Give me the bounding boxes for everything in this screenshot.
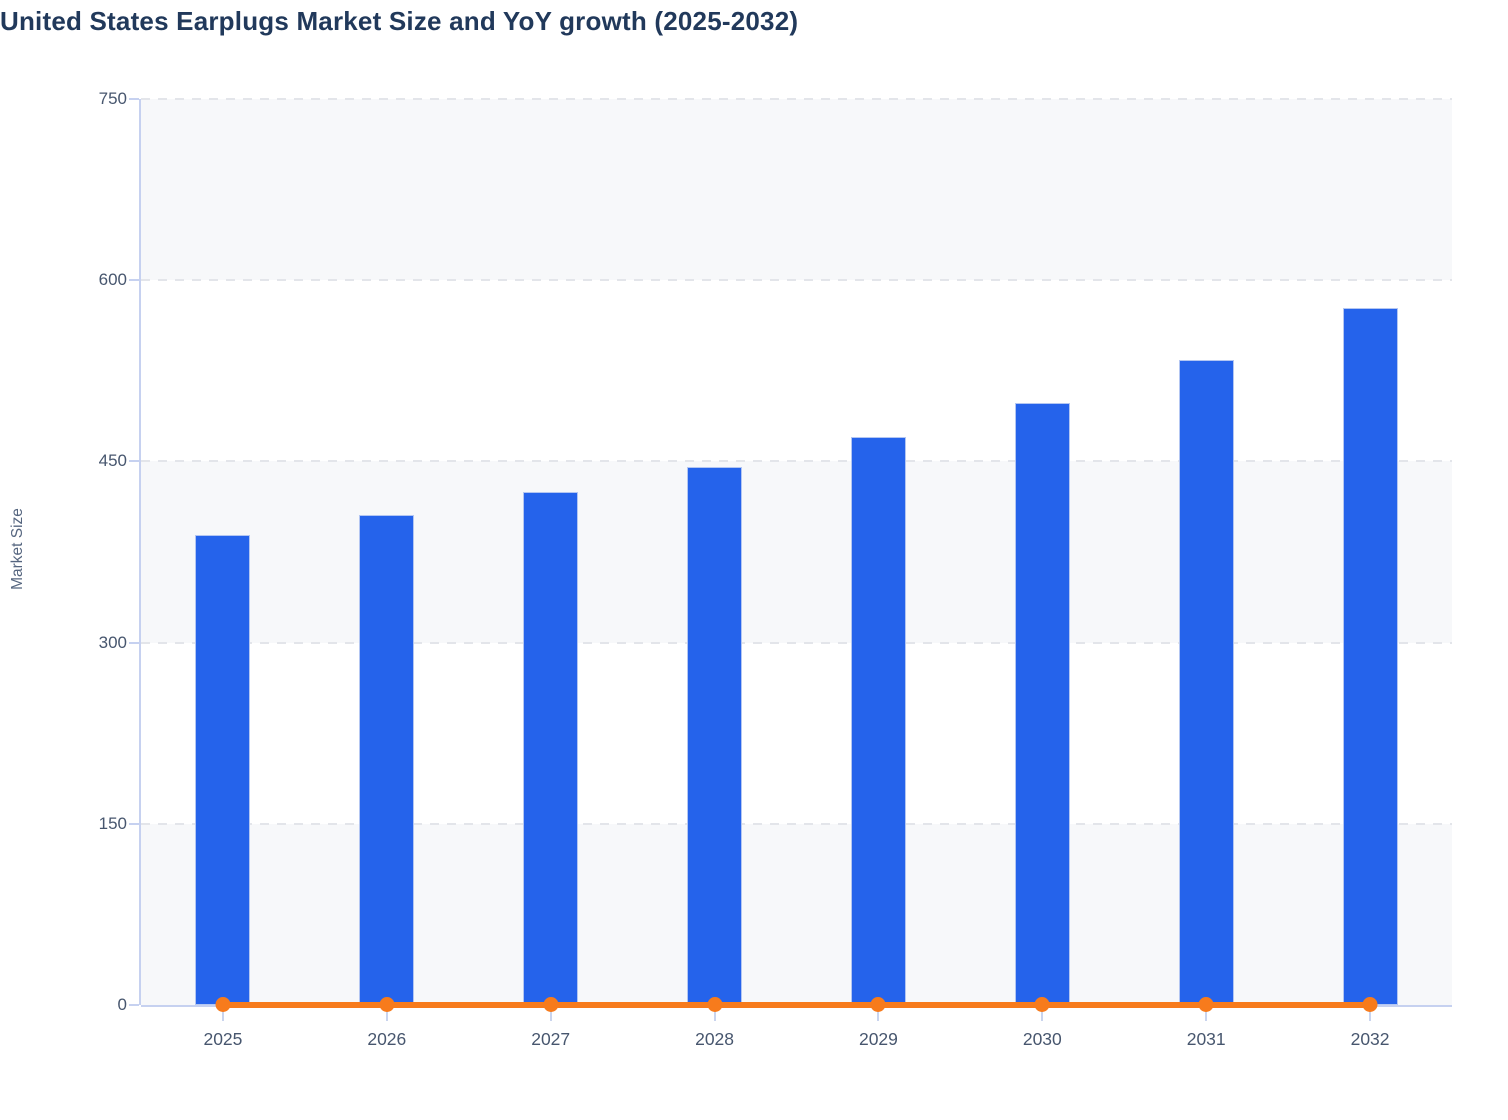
- y-axis-tick: [129, 98, 139, 100]
- plot-band: [141, 823, 1452, 1005]
- bar-2026[interactable]: [359, 514, 415, 1005]
- y-axis-line: [139, 99, 141, 1005]
- x-axis-tick: [713, 1008, 716, 1021]
- gridline-600: [141, 279, 1452, 282]
- yoy-marker-2030[interactable]: [1034, 997, 1050, 1012]
- y-tick-label-300: 300: [98, 632, 127, 652]
- x-axis-tick: [385, 1008, 388, 1021]
- bar-2032[interactable]: [1342, 307, 1398, 1005]
- plot-band: [141, 280, 1452, 462]
- plot-band: [141, 99, 1452, 281]
- plot-band: [141, 461, 1452, 643]
- x-tick-label-2031: 2031: [1186, 1029, 1226, 1049]
- y-tick-label-450: 450: [98, 451, 127, 471]
- x-axis-tick: [221, 1008, 224, 1021]
- yoy-marker-2031[interactable]: [1198, 997, 1214, 1012]
- yoy-marker-2028[interactable]: [707, 997, 723, 1012]
- yoy-growth-line[interactable]: [222, 1002, 1371, 1008]
- gridline-150: [141, 822, 1452, 825]
- x-tick-label-2027: 2027: [531, 1029, 571, 1049]
- x-tick-label-2028: 2028: [695, 1029, 735, 1049]
- bar-2028[interactable]: [687, 467, 743, 1005]
- x-tick-label-2026: 2026: [367, 1029, 407, 1049]
- y-axis-tick: [129, 822, 139, 825]
- plot-band: [141, 642, 1452, 824]
- y-tick-label-150: 150: [98, 813, 127, 833]
- x-tick-label-2025: 2025: [203, 1029, 243, 1049]
- bar-2031[interactable]: [1178, 359, 1234, 1005]
- x-tick-label-2029: 2029: [858, 1029, 898, 1049]
- gridline-750: [141, 98, 1452, 100]
- y-tick-label-0: 0: [117, 995, 127, 1014]
- y-axis-tick: [129, 279, 139, 282]
- x-axis-tick: [1205, 1008, 1208, 1021]
- y-axis-tick: [129, 1004, 139, 1006]
- x-tick-label-2032: 2032: [1350, 1029, 1390, 1049]
- chart-title: United States Earplugs Market Size and Y…: [0, 6, 799, 36]
- y-tick-label-750: 750: [98, 89, 127, 108]
- bar-2025[interactable]: [195, 535, 251, 1005]
- x-axis-tick: [1041, 1008, 1044, 1021]
- gridline-450: [141, 460, 1452, 463]
- yoy-marker-2029[interactable]: [870, 997, 886, 1012]
- x-axis-tick: [877, 1008, 880, 1021]
- bar-2027[interactable]: [523, 491, 579, 1005]
- plot-area: [129, 98, 1452, 1021]
- bar-2029[interactable]: [850, 437, 906, 1005]
- yoy-marker-2027[interactable]: [543, 997, 559, 1012]
- x-axis-tick: [1369, 1008, 1372, 1021]
- x-axis-tick: [549, 1008, 552, 1021]
- bar-2030[interactable]: [1014, 403, 1070, 1005]
- y-axis-tick: [129, 460, 139, 463]
- y-tick-label-600: 600: [98, 270, 127, 290]
- yoy-marker-2026[interactable]: [379, 997, 395, 1012]
- x-tick-label-2030: 2030: [1022, 1029, 1062, 1049]
- yoy-marker-2032[interactable]: [1362, 997, 1378, 1012]
- gridline-300: [141, 641, 1452, 644]
- yoy-marker-2025[interactable]: [215, 997, 231, 1012]
- y-axis-tick: [129, 641, 139, 644]
- y-axis-title: Market Size: [9, 508, 26, 590]
